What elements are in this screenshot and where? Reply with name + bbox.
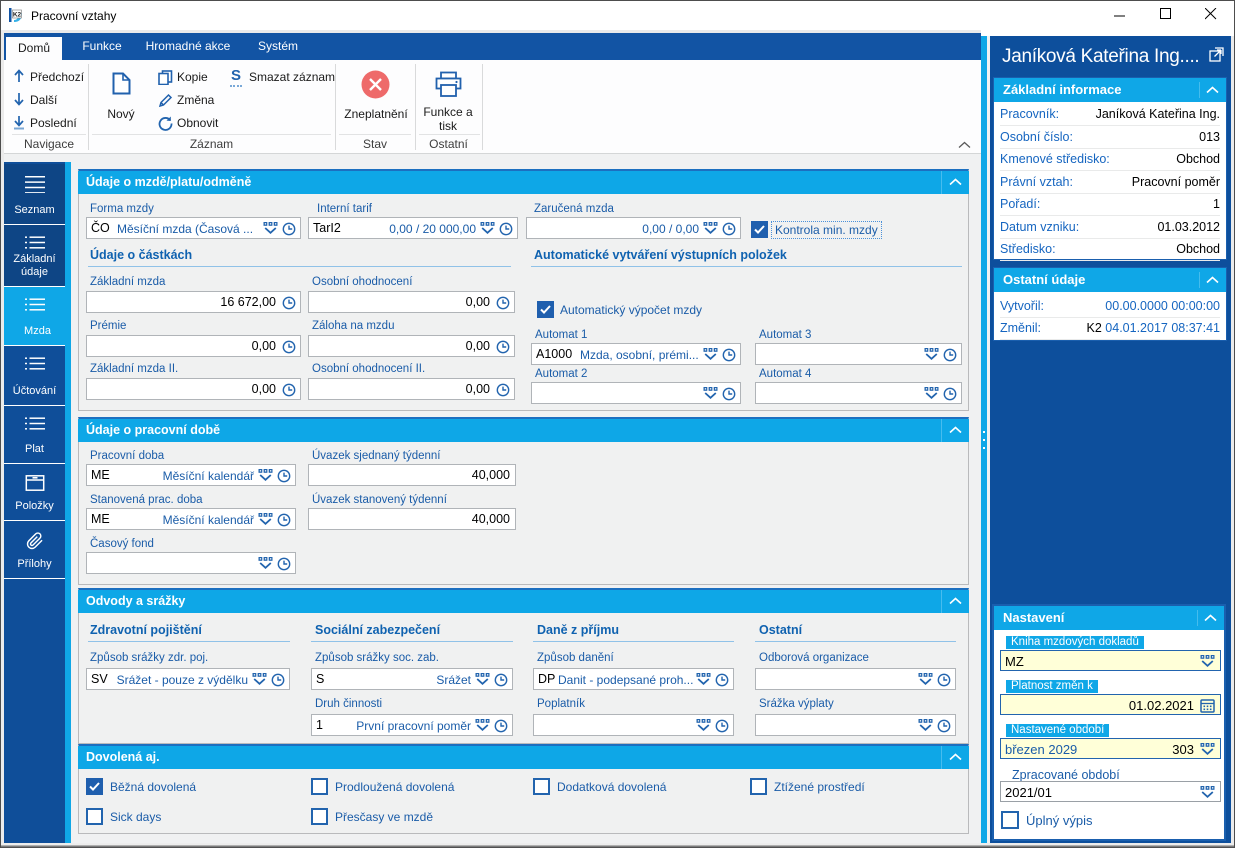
svg-text:K2: K2	[13, 12, 22, 19]
